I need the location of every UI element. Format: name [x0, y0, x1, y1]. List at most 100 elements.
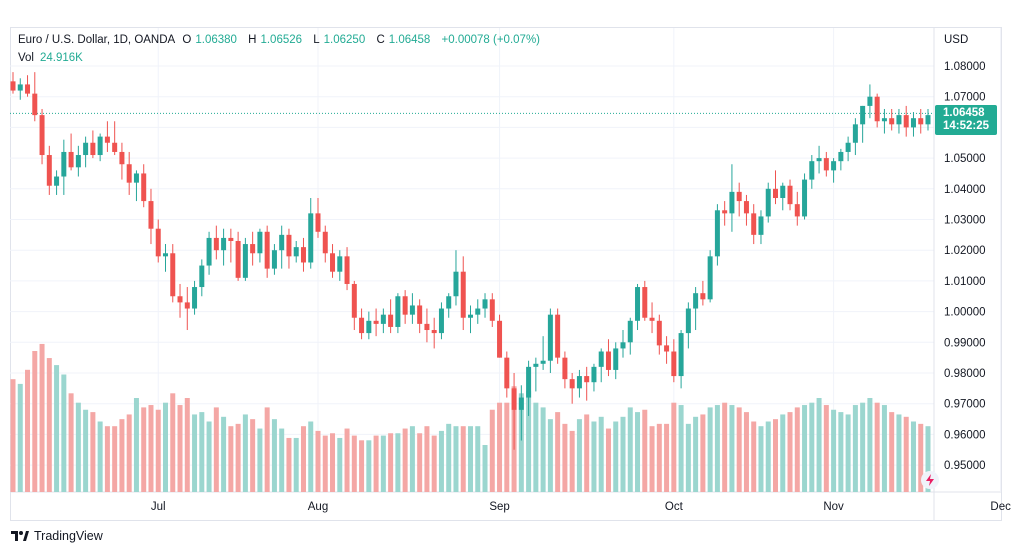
- volume-bar: [896, 414, 902, 492]
- candle-body: [743, 201, 749, 214]
- volume-bar: [547, 419, 553, 492]
- candle-body: [46, 155, 52, 186]
- candle-body: [845, 142, 851, 152]
- volume-bar: [562, 423, 568, 492]
- volume-bar: [649, 426, 655, 492]
- currency-label[interactable]: USD: [944, 34, 969, 46]
- candle-body: [489, 299, 495, 321]
- candle-body: [133, 173, 139, 183]
- volume-bar: [831, 409, 837, 492]
- candle-body: [184, 302, 190, 309]
- price-axis-label: 0.96000: [944, 429, 986, 441]
- volume-bar: [598, 416, 604, 492]
- volume-bar: [794, 407, 800, 492]
- volume-bar: [199, 412, 205, 492]
- candle-body: [678, 333, 684, 377]
- candle-body: [61, 151, 67, 177]
- volume-bar: [576, 419, 582, 492]
- legend-low-value: 1.06250: [323, 34, 366, 46]
- volume-bar: [308, 421, 314, 492]
- candle-body: [838, 151, 844, 162]
- legend-symbol: Euro / U.S. Dollar, 1D, OANDA: [18, 34, 176, 46]
- candle-body: [671, 351, 677, 377]
- candle-body: [903, 115, 909, 128]
- candle-body: [802, 179, 808, 217]
- candle-body: [337, 256, 343, 272]
- volume-bar: [380, 435, 386, 492]
- candle-body: [366, 320, 372, 334]
- volume-bar: [119, 419, 125, 492]
- volume-bar: [758, 426, 764, 492]
- candle-body: [729, 191, 735, 214]
- volume-bar: [300, 426, 306, 492]
- volume-bar: [39, 343, 45, 492]
- volume-bar: [765, 421, 771, 492]
- volume-bar: [823, 405, 829, 492]
- time-axis-label: Aug: [308, 501, 328, 513]
- volume-bar: [46, 358, 52, 492]
- candle-body: [431, 330, 437, 334]
- candle-body: [104, 136, 110, 143]
- volume-bar: [780, 414, 786, 492]
- volume-bar: [627, 407, 633, 492]
- candle-body: [714, 210, 720, 257]
- candle-body: [693, 293, 699, 309]
- volume-bar: [279, 428, 285, 492]
- volume-bar: [540, 407, 546, 492]
- volume-bar: [736, 407, 742, 492]
- volume-bar: [656, 423, 662, 492]
- volume-bar: [126, 414, 132, 492]
- volume-bar: [54, 365, 60, 492]
- volume-value: 24.916K: [40, 52, 83, 64]
- volume-bar: [388, 433, 394, 492]
- volume-bar: [351, 435, 357, 492]
- candle-body: [707, 256, 713, 300]
- volume-bar: [700, 414, 706, 492]
- volume-bar: [322, 435, 328, 492]
- volume-bar: [504, 402, 510, 492]
- candle-body: [605, 351, 611, 370]
- volume-bar: [61, 374, 67, 492]
- lightning-icon[interactable]: [921, 471, 939, 489]
- volume-bar: [155, 409, 161, 492]
- candle-body: [758, 216, 764, 235]
- candle-body: [925, 115, 931, 125]
- time-axis-label: Dec: [990, 501, 1011, 513]
- candle-body: [25, 84, 31, 94]
- volume-bar: [177, 405, 183, 492]
- tradingview-branding[interactable]: TradingView: [10, 529, 103, 543]
- volume-bar: [221, 416, 227, 492]
- candle-body: [613, 348, 619, 370]
- volume-bar: [475, 426, 481, 492]
- volume-bar: [75, 402, 81, 492]
- candle-body: [547, 314, 553, 361]
- volume-bar: [344, 428, 350, 492]
- volume-bar: [867, 398, 873, 492]
- volume-bar: [373, 435, 379, 492]
- candle-body: [228, 237, 234, 241]
- volume-bar: [809, 402, 815, 492]
- volume-bar: [395, 433, 401, 492]
- candle-body: [68, 151, 74, 168]
- price-axis-label: 1.02000: [944, 245, 986, 257]
- candle-body: [409, 305, 415, 315]
- volume-bar: [714, 405, 720, 492]
- volume-bar: [925, 426, 931, 492]
- volume-bar: [68, 393, 74, 492]
- candle-body: [279, 234, 285, 251]
- volume-bar: [903, 416, 909, 492]
- candle-body: [235, 240, 241, 278]
- legend-high-label: H: [248, 34, 257, 46]
- candle-body: [308, 213, 314, 263]
- candle-body: [177, 296, 183, 303]
- candle-body: [83, 142, 89, 156]
- volume-bar: [424, 426, 430, 492]
- candle-body: [511, 388, 517, 410]
- volume-bar: [271, 419, 277, 492]
- candle-body: [119, 151, 125, 165]
- volume-bar: [743, 412, 749, 492]
- volume-bar: [635, 412, 641, 492]
- candle-body: [598, 351, 604, 367]
- candle-body: [881, 118, 887, 122]
